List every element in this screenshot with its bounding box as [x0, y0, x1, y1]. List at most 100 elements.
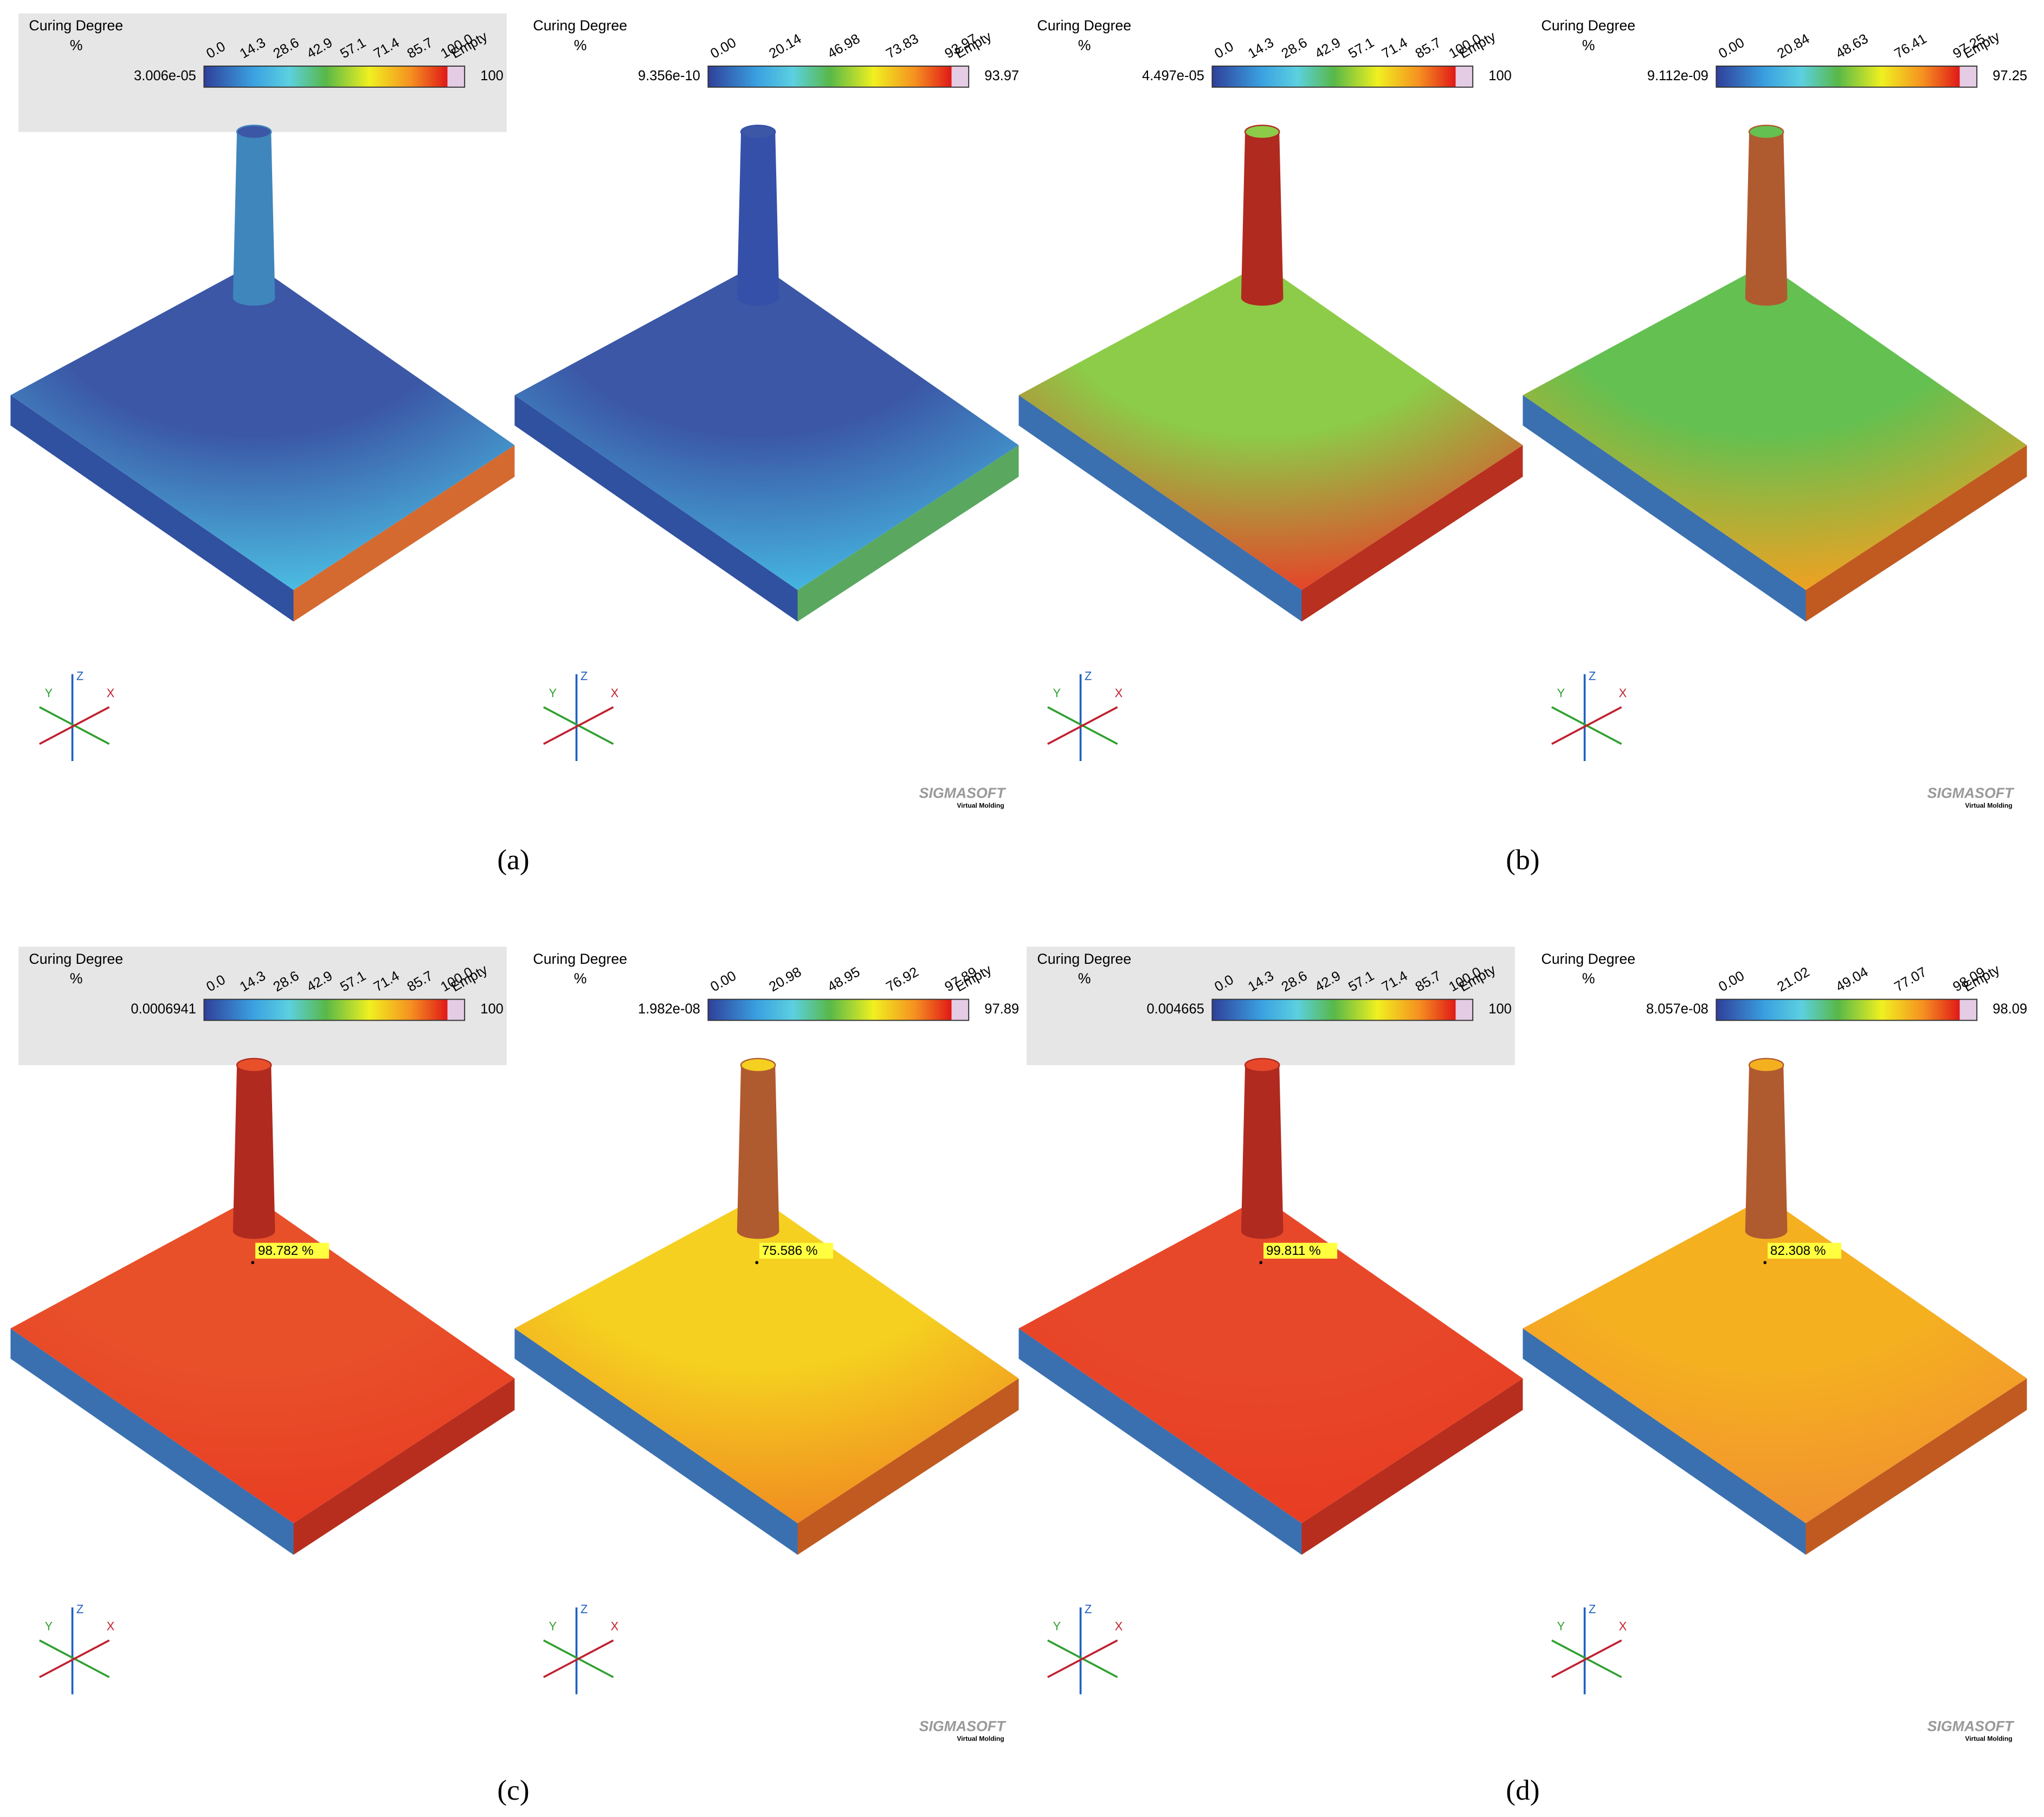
empty-cell	[447, 999, 465, 1021]
logo-name: SIGMASOFT	[919, 1718, 1007, 1734]
color-bar	[204, 999, 448, 1021]
color-bar	[1212, 999, 1456, 1021]
axis-x	[543, 1639, 614, 1678]
sprue	[1241, 132, 1284, 298]
slab-left-side	[514, 1328, 798, 1555]
legend-tick-label: 73.83	[884, 31, 921, 61]
slab-left-side	[10, 1328, 294, 1555]
legend-max: 97.25	[1993, 68, 2027, 83]
sprue-top	[740, 125, 776, 139]
legend-tick-label: 14.3	[1246, 35, 1276, 61]
legend-title: Curing Degree	[29, 17, 123, 34]
sprue	[1745, 132, 1788, 298]
axis-z-label: Z	[1589, 1602, 1596, 1616]
legend-max: 100	[1488, 1002, 1512, 1017]
panel: Curing Degree% 9.112e-09 97.25 0.00 20.84 48.…	[1523, 17, 2027, 809]
empty-cell	[1455, 999, 1473, 1021]
legend-tick-label: 85.7	[1413, 35, 1444, 61]
legend-tick-label: 0.00	[1716, 968, 1747, 995]
sprue	[737, 132, 779, 298]
legend-tick-label: 49.04	[1833, 964, 1871, 995]
axis-z-label: Z	[1085, 1602, 1092, 1616]
logo-tagline: Virtual Molding	[957, 1735, 1004, 1742]
color-bar	[708, 999, 952, 1021]
color-bar-frame	[1211, 65, 1474, 88]
probe-label: 82.308 %	[1770, 1243, 1826, 1258]
probe-point	[755, 1261, 759, 1265]
slab-top	[514, 263, 1019, 590]
legend-unit: %	[1582, 970, 1595, 987]
probe-label-bg	[1263, 1242, 1338, 1259]
slab-top	[10, 263, 515, 590]
legend-tick-label: 76.41	[1892, 31, 1929, 61]
logo-tagline: Virtual Molding	[1965, 802, 2012, 809]
legend-title: Curing Degree	[1037, 951, 1131, 967]
legend-title: Curing Degree	[533, 951, 627, 967]
slab-left-side	[1523, 395, 1806, 622]
slab-top	[1523, 1196, 2027, 1523]
sprue-top	[236, 125, 272, 139]
sprue-top	[1748, 1058, 1784, 1073]
color-bar-frame	[1716, 998, 1978, 1021]
sprue	[1241, 1065, 1284, 1231]
legend-title: Curing Degree	[1037, 17, 1131, 34]
empty-cell	[951, 66, 969, 87]
legend-tick-label: 20.84	[1775, 31, 1812, 61]
axis-x	[1551, 1639, 1622, 1678]
sprue	[233, 1065, 275, 1231]
axis-y-label: Y	[1557, 1620, 1565, 1633]
probe-label: 75.586 %	[762, 1243, 818, 1258]
sprue-top	[1748, 125, 1784, 139]
sprue-base	[1745, 1223, 1788, 1239]
legend-max: 93.97	[984, 68, 1019, 83]
slab-top	[1523, 263, 2027, 590]
legend-title: Curing Degree	[533, 17, 627, 34]
legend-unit: %	[70, 37, 83, 54]
panel: Curing Degree% 8.057e-08 98.09 0.00 21.02 49.…	[1523, 951, 2027, 1742]
probe-point	[1259, 1261, 1263, 1265]
axis-x	[1047, 1639, 1118, 1678]
legend-max: 98.09	[1993, 1002, 2027, 1017]
sprue-top	[1244, 125, 1280, 139]
legend-tick-label: 48.95	[825, 964, 862, 995]
empty-cell	[1455, 66, 1473, 87]
legend-tick-label: 48.63	[1833, 31, 1871, 61]
legend-tick-label: 71.4	[1379, 35, 1410, 61]
empty-cell	[447, 66, 465, 87]
legend-tick-label: 0.00	[1716, 35, 1747, 61]
slab-right-side	[293, 445, 515, 622]
color-bar	[1212, 66, 1456, 87]
legend-max: 100	[1488, 68, 1512, 83]
axis-x-label: X	[611, 1620, 619, 1633]
caption: (c)	[497, 1774, 529, 1806]
slab-top	[10, 1196, 515, 1523]
sprue-base	[233, 1223, 275, 1239]
logo-tagline: Virtual Molding	[957, 802, 1004, 809]
empty-cell	[1959, 999, 1977, 1021]
legend-tick-label: 42.9	[1312, 35, 1343, 61]
axis-x	[38, 706, 110, 745]
axis-x-label: X	[1619, 1620, 1627, 1633]
color-bar-frame	[1211, 998, 1474, 1021]
sprue-base	[1745, 289, 1788, 306]
legend-unit: %	[70, 970, 83, 987]
axis-y-label: Y	[549, 686, 557, 700]
logo-name: SIGMASOFT	[1927, 785, 2015, 801]
color-bar	[1716, 66, 1960, 87]
slab-right-side	[293, 1378, 515, 1555]
probe-label-bg	[1768, 1242, 1842, 1259]
slab-right-side	[1806, 1378, 2027, 1555]
logo-tagline: Virtual Molding	[1965, 1735, 2012, 1742]
axis-x-label: X	[107, 1620, 115, 1633]
logo-name: SIGMASOFT	[1927, 1718, 2015, 1734]
legend-tick-label: 20.98	[766, 964, 804, 995]
color-bar-frame	[707, 998, 970, 1021]
legend-min: 4.497e-05	[1142, 68, 1204, 83]
axis-z-label: Z	[76, 1602, 83, 1616]
sprue-base	[737, 289, 779, 306]
color-bar-frame	[203, 65, 466, 88]
sprue-top	[740, 1058, 776, 1073]
